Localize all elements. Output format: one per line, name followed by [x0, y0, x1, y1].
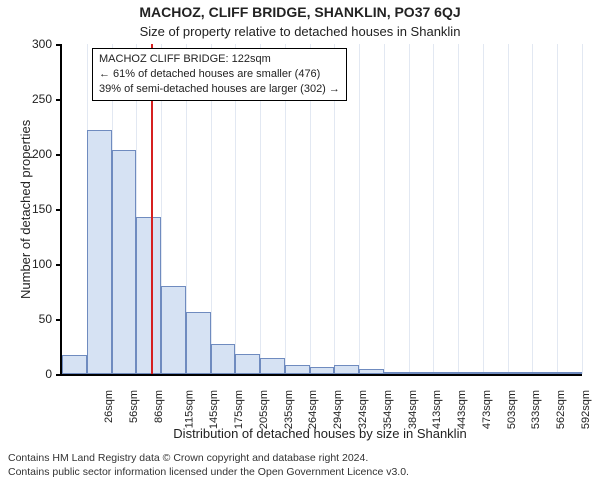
annotation-line: MACHOZ CLIFF BRIDGE: 122sqm — [99, 52, 340, 67]
histogram-bar — [483, 372, 508, 374]
x-tick-label: 264sqm — [308, 390, 320, 429]
histogram-bar — [87, 130, 112, 374]
annotation-line: 39% of semi-detached houses are larger (… — [99, 82, 340, 97]
y-tick-label: 300 — [32, 37, 52, 51]
x-axis-label: Distribution of detached houses by size … — [60, 426, 580, 441]
footer-attribution: Contains HM Land Registry data © Crown c… — [8, 452, 409, 479]
histogram-bar — [384, 372, 409, 374]
grid-line — [409, 44, 410, 374]
chart-container: MACHOZ, CLIFF BRIDGE, SHANKLIN, PO37 6QJ… — [0, 0, 600, 500]
y-tick-label: 50 — [39, 312, 52, 326]
histogram-bar — [508, 372, 533, 374]
y-tick-label: 250 — [32, 92, 52, 106]
chart-title-main: MACHOZ, CLIFF BRIDGE, SHANKLIN, PO37 6QJ — [0, 4, 600, 20]
histogram-bar — [161, 286, 186, 374]
histogram-bar — [359, 369, 384, 375]
x-tick-label: 205sqm — [258, 390, 270, 429]
x-tick-label: 294sqm — [332, 390, 344, 429]
y-tick — [56, 154, 62, 156]
x-tick-label: 473sqm — [481, 390, 493, 429]
histogram-bar — [557, 372, 582, 374]
histogram-bar — [211, 344, 236, 374]
x-tick-label: 86sqm — [153, 390, 165, 423]
x-tick-label: 354sqm — [382, 390, 394, 429]
x-tick-label: 115sqm — [183, 390, 195, 428]
histogram-bar — [112, 150, 137, 374]
y-tick — [56, 264, 62, 266]
x-tick-label: 175sqm — [233, 390, 245, 429]
x-tick-label: 562sqm — [555, 390, 567, 429]
grid-line — [359, 44, 360, 374]
y-tick — [56, 99, 62, 101]
x-tick-label: 235sqm — [283, 390, 295, 429]
y-tick-label: 200 — [32, 147, 52, 161]
x-tick-label: 56sqm — [128, 390, 140, 423]
histogram-bar — [136, 217, 161, 374]
histogram-bar — [285, 365, 310, 374]
y-tick — [56, 374, 62, 376]
grid-line — [557, 44, 558, 374]
x-tick-label: 592sqm — [580, 390, 592, 429]
histogram-bar — [532, 372, 557, 374]
grid-line — [433, 44, 434, 374]
grid-line — [532, 44, 533, 374]
histogram-bar — [409, 372, 434, 374]
y-tick — [56, 44, 62, 46]
grid-line — [458, 44, 459, 374]
plot-area: 050100150200250300 MACHOZ CLIFF BRIDGE: … — [60, 44, 582, 376]
y-tick — [56, 209, 62, 211]
histogram-bar — [62, 355, 87, 374]
annotation-box: MACHOZ CLIFF BRIDGE: 122sqm ← 61% of det… — [92, 48, 347, 101]
histogram-bar — [186, 312, 211, 374]
annotation-line: ← 61% of detached houses are smaller (47… — [99, 67, 340, 82]
histogram-bar — [310, 367, 335, 374]
chart-title-sub: Size of property relative to detached ho… — [0, 24, 600, 39]
grid-line — [483, 44, 484, 374]
footer-line: Contains public sector information licen… — [8, 466, 409, 480]
grid-line — [508, 44, 509, 374]
x-tick-label: 384sqm — [407, 390, 419, 429]
x-tick-label: 413sqm — [431, 390, 443, 429]
x-tick-label: 324sqm — [357, 390, 369, 429]
histogram-bar — [334, 365, 359, 374]
grid-line — [384, 44, 385, 374]
x-tick-label: 503sqm — [506, 390, 518, 429]
x-tick-label: 26sqm — [103, 390, 115, 423]
y-axis-label: Number of detached properties — [18, 120, 33, 299]
histogram-bar — [235, 354, 260, 374]
histogram-bar — [260, 358, 285, 375]
grid-line — [582, 44, 583, 374]
histogram-bar — [458, 372, 483, 374]
y-tick-label: 100 — [32, 257, 52, 271]
y-tick — [56, 319, 62, 321]
y-tick-label: 150 — [32, 202, 52, 216]
x-tick-label: 533sqm — [530, 390, 542, 429]
x-tick-label: 145sqm — [209, 390, 221, 429]
x-tick-label: 443sqm — [456, 390, 468, 429]
histogram-bar — [433, 372, 458, 374]
y-tick-label: 0 — [45, 367, 52, 381]
footer-line: Contains HM Land Registry data © Crown c… — [8, 452, 409, 466]
